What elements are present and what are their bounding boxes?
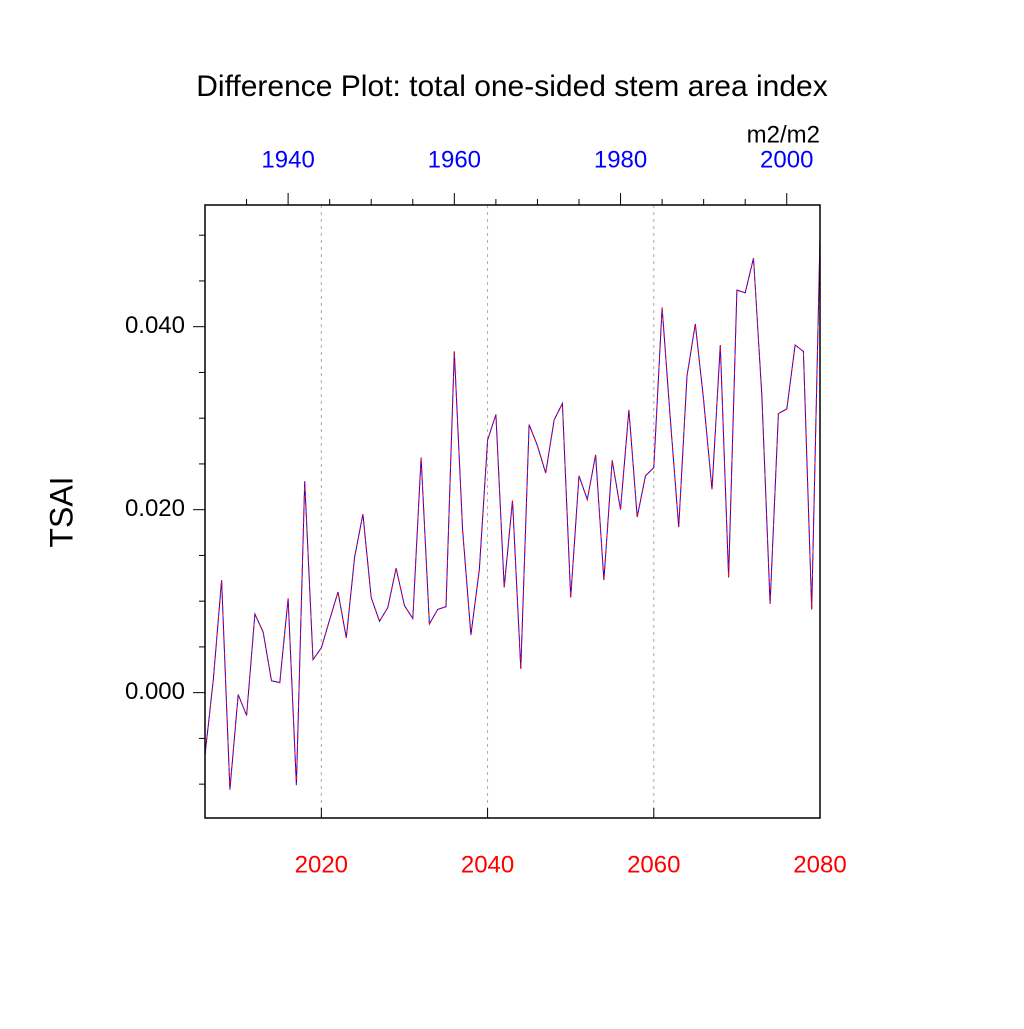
y-tick-label: 0.020 [125, 495, 185, 522]
x2-tick-label: 2000 [760, 146, 813, 173]
data-line-dashed [204, 237, 821, 790]
x-tick-label: 2080 [793, 851, 846, 878]
x-tick-label: 2040 [461, 851, 514, 878]
x2-tick-label: 1940 [261, 146, 314, 173]
x-tick-label: 2020 [295, 851, 348, 878]
x2-tick-label: 1980 [594, 146, 647, 173]
y-axis-label: TSAI [43, 476, 79, 547]
y-tick-label: 0.040 [125, 312, 185, 339]
chart-title: Difference Plot: total one-sided stem ar… [196, 70, 827, 103]
units-label: m2/m2 [747, 121, 820, 148]
data-line [204, 237, 821, 790]
x2-tick-label: 1960 [428, 146, 481, 173]
plot-frame [204, 204, 821, 819]
y-tick-label: 0.000 [125, 678, 185, 705]
x-tick-label: 2060 [627, 851, 680, 878]
